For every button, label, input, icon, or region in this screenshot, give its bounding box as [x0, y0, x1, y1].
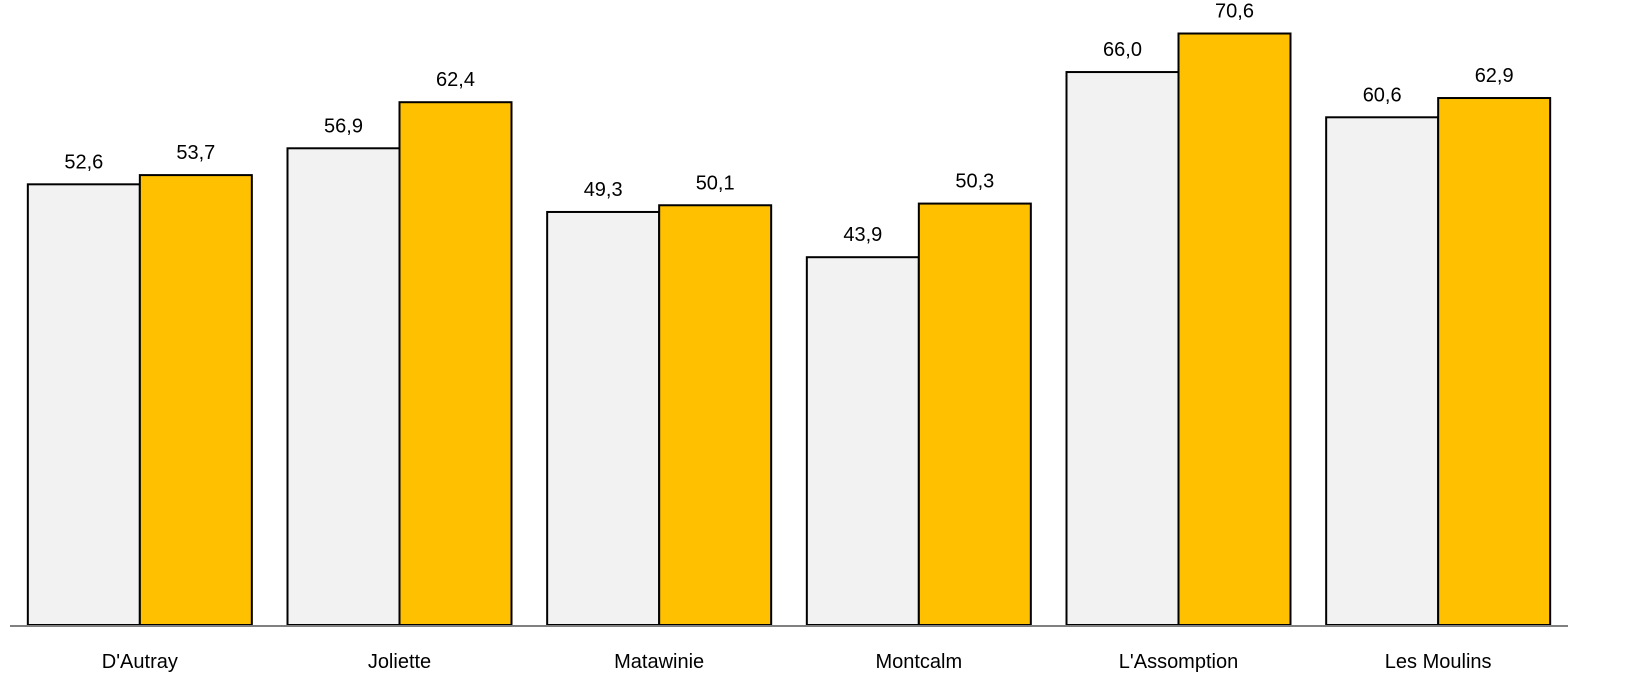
value-label-2-2: 62,4	[436, 69, 475, 91]
bar-2-5	[1177, 32, 1292, 626]
value-label-1-3: 49,3	[584, 179, 623, 201]
bar-1-5	[1065, 71, 1180, 626]
value-label-2-6: 62,9	[1475, 65, 1514, 87]
value-label-2-1: 53,7	[176, 142, 215, 164]
bar-2-1	[138, 174, 253, 627]
category-label-5: L'Assomption	[1119, 651, 1238, 673]
value-label-1-5: 66,0	[1103, 39, 1142, 61]
category-label-4: Montcalm	[875, 651, 962, 673]
value-label-1-4: 43,9	[843, 224, 882, 246]
value-labels-layer: 52,6 53,7 56,9 62,4 49,3 50,1 43,9 50,3 66,0 70,6…	[64, 1, 1513, 247]
bar-2-4	[917, 202, 1032, 626]
bar-1-3	[546, 210, 661, 626]
value-label-1-2: 56,9	[324, 115, 363, 137]
bar-1-1	[26, 183, 141, 627]
category-label-2: Joliette	[368, 651, 431, 673]
bars-layer	[26, 32, 1552, 627]
bar-2-6	[1437, 97, 1552, 627]
value-label-2-3: 50,1	[696, 172, 735, 194]
bar-2-3	[658, 204, 773, 627]
value-label-1-1: 52,6	[64, 151, 103, 173]
category-label-6: Les Moulins	[1385, 651, 1492, 673]
category-label-3: Matawinie	[614, 651, 704, 673]
bar-1-6	[1325, 116, 1440, 626]
bar-2-2	[398, 101, 513, 627]
value-label-2-4: 50,3	[955, 171, 994, 193]
value-label-1-6: 60,6	[1363, 84, 1402, 106]
bar-1-4	[805, 256, 920, 626]
category-labels-layer: D'Autray Joliette Matawinie Montcalm L'Assom…	[102, 651, 1492, 673]
value-label-2-5: 70,6	[1215, 1, 1254, 23]
bar-1-2	[286, 147, 401, 626]
category-label-1: D'Autray	[102, 651, 178, 673]
